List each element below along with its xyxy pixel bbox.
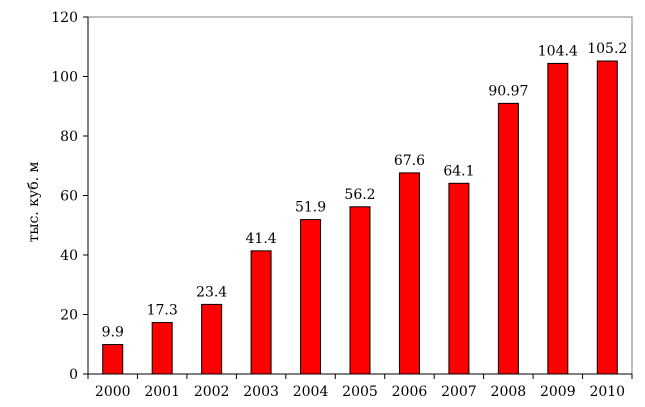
bars-group xyxy=(102,60,618,375)
x-tick-label-2010: 2010 xyxy=(589,384,625,400)
y-tick-label: 20 xyxy=(60,308,78,324)
bar-2007 xyxy=(448,182,470,375)
bar-2001 xyxy=(151,322,173,375)
bar-2004 xyxy=(300,219,322,375)
x-tick-label-2001: 2001 xyxy=(144,384,180,400)
data-label-2003: 41.4 xyxy=(246,231,277,247)
bar-2002 xyxy=(201,303,223,375)
x-tick-label-2003: 2003 xyxy=(243,384,279,400)
data-label-2008: 90.97 xyxy=(488,83,528,99)
data-label-2010: 105.2 xyxy=(587,41,627,57)
data-label-2001: 17.3 xyxy=(147,303,178,319)
y-tick-label: 120 xyxy=(51,10,78,26)
x-tick-label-2002: 2002 xyxy=(194,384,230,400)
y-tick-label: 80 xyxy=(60,129,78,145)
value-labels-group: 9.9 17.3 23.4 41.4 51.9 56.2 67.6 64.1 90.97 104.… xyxy=(102,41,628,341)
bar-2008 xyxy=(497,102,519,375)
y-tick-label: 100 xyxy=(51,70,78,86)
x-tick-label-2006: 2006 xyxy=(392,384,428,400)
x-ticks-group: 2000 2001 2002 2003 2004 2005 2006 2007 2008 2009… xyxy=(87,374,633,400)
x-tick-label-2004: 2004 xyxy=(293,384,329,400)
x-tick-label-2005: 2005 xyxy=(342,384,378,400)
data-label-2005: 56.2 xyxy=(344,187,375,203)
y-axis-title: тыс. куб. м xyxy=(26,161,42,242)
y-tick-label: 40 xyxy=(60,248,78,264)
bar-2000 xyxy=(102,344,124,375)
x-tick-label-2009: 2009 xyxy=(540,384,576,400)
data-label-2007: 64.1 xyxy=(443,163,474,179)
data-label-2009: 104.4 xyxy=(538,43,578,59)
x-tick-label-2000: 2000 xyxy=(95,384,131,400)
data-label-2006: 67.6 xyxy=(394,153,425,169)
y-tick-label: 0 xyxy=(69,367,78,383)
bar-2009 xyxy=(547,62,569,375)
bar-2006 xyxy=(398,172,420,375)
bar-2005 xyxy=(349,206,371,375)
data-label-2002: 23.4 xyxy=(196,284,227,300)
data-label-2000: 9.9 xyxy=(102,325,124,341)
bar-2010 xyxy=(596,60,618,375)
x-tick-label-2007: 2007 xyxy=(441,384,477,400)
bar-2003 xyxy=(250,250,272,375)
y-tick-label: 60 xyxy=(60,189,78,205)
y-ticks-group: 0 20 40 60 80 100 120 xyxy=(51,10,88,383)
data-label-2004: 51.9 xyxy=(295,200,326,216)
x-tick-label-2008: 2008 xyxy=(491,384,527,400)
